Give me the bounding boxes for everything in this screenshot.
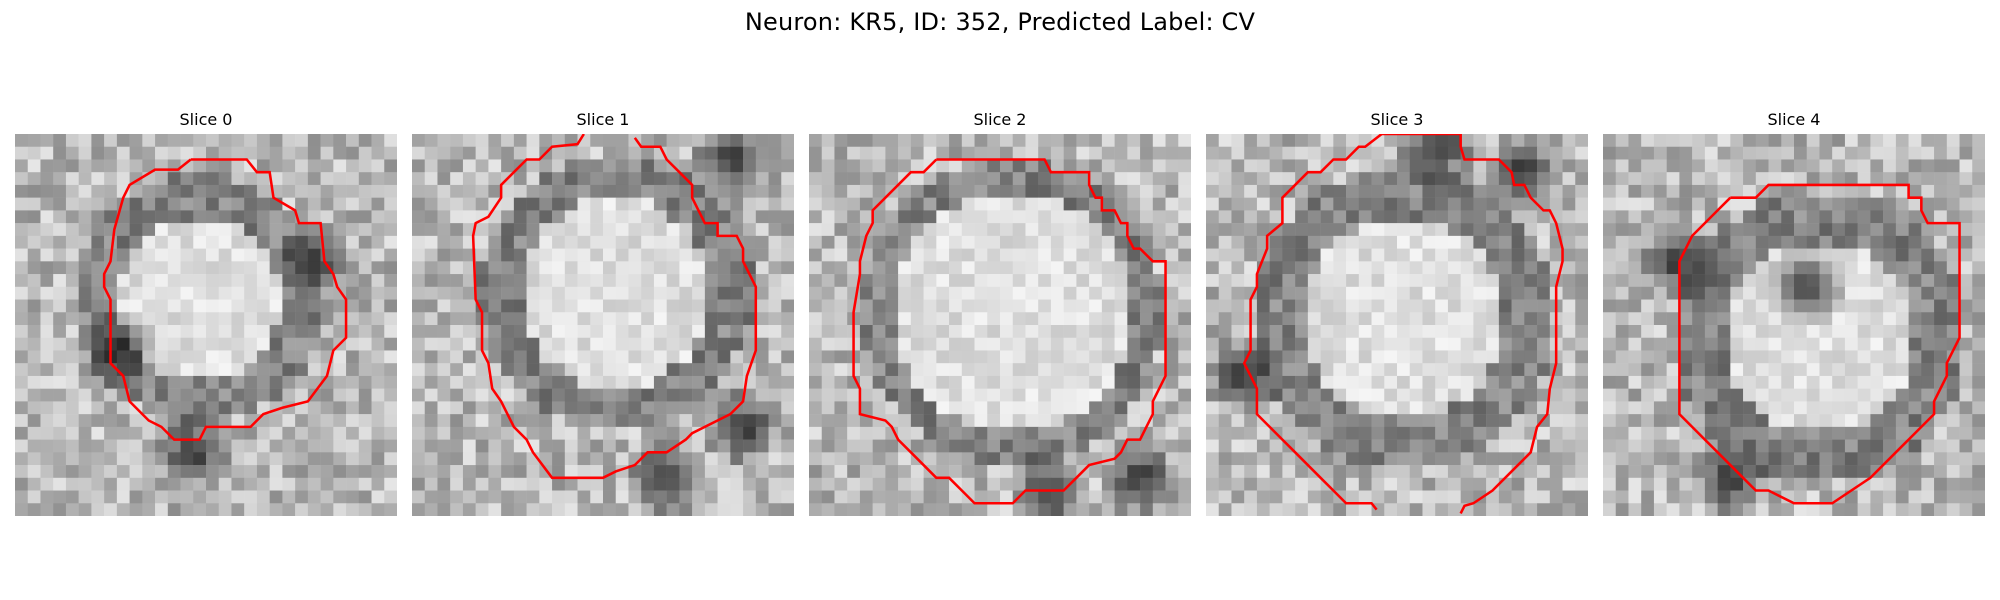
slice-title-4: Slice 4 (1767, 110, 1821, 129)
slice-title-3: Slice 3 (1370, 110, 1424, 129)
pixel-grid (412, 134, 794, 516)
slice-image-4 (1603, 134, 1985, 516)
pixel-grid (15, 134, 397, 516)
pixel-grid (1603, 134, 1985, 516)
slice-image-3 (1206, 134, 1588, 516)
slice-title-2: Slice 2 (973, 110, 1027, 129)
roi-contour (471, 134, 758, 480)
slice-title-1: Slice 1 (576, 110, 630, 129)
figure-title: Neuron: KR5, ID: 352, Predicted Label: C… (744, 8, 1256, 36)
roi-contour (102, 158, 348, 441)
roi-contour (1242, 134, 1564, 515)
slice-image-1 (412, 134, 794, 516)
roi-contour (1678, 183, 1961, 505)
roi-contour (852, 158, 1167, 505)
pixel-grid (1206, 134, 1588, 516)
slice-title-0: Slice 0 (179, 110, 233, 129)
slice-image-0 (15, 134, 397, 516)
pixel-grid (809, 134, 1191, 516)
slice-image-2 (809, 134, 1191, 516)
